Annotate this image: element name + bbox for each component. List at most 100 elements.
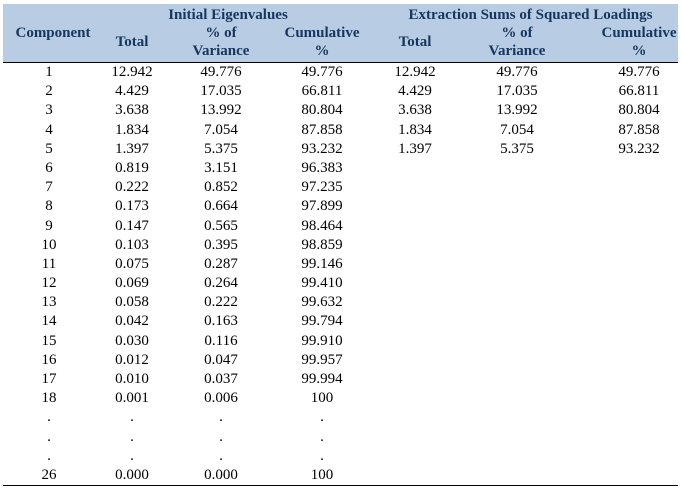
table-cell: 49.776 (200, 64, 242, 80)
header-extraction-pct-line2: Variance (488, 43, 546, 59)
header-initial-total: Total (115, 34, 149, 50)
table-cell: 87.858 (301, 121, 343, 138)
table-row: 1 12.942 49.776 49.776 12.942 49.776 49.776 (3, 63, 678, 82)
table-cell: 7.054 (204, 121, 238, 138)
table-row: .... (3, 408, 678, 427)
table-cell: 99.957 (301, 351, 343, 368)
table-cell: 8 (45, 198, 53, 215)
header-initial-cum-line2: % (314, 43, 330, 59)
table-cell: 0.058 (115, 294, 149, 311)
table-cell: 3.638 (398, 102, 432, 119)
table-cell: 0.264 (204, 275, 238, 292)
eigenvalue-table: Component Initial Eigenvalues Total % of… (3, 4, 678, 487)
table-cell: 49.776 (618, 64, 660, 80)
table-cell: 0.664 (204, 198, 238, 215)
table-row: 12 0.069 0.264 99.410 (3, 274, 678, 293)
header-initial-pct-line2: Variance (192, 43, 250, 59)
table-cell: . (219, 447, 223, 464)
table-cell: 99.994 (301, 371, 343, 387)
table-cell: 99.146 (301, 255, 343, 272)
header-extraction-sums: Extraction Sums of Squared Loadings (408, 7, 653, 23)
table-body: 1 12.942 49.776 49.776 12.942 49.776 49.776 2 4.… (3, 63, 678, 485)
table-row: 15 0.030 0.116 99.910 (3, 332, 678, 351)
table-cell: 99.910 (301, 332, 343, 349)
table-row: 9 0.147 0.565 98.464 (3, 217, 678, 236)
table-cell: 1 (45, 64, 53, 80)
table-cell: 0.042 (115, 313, 149, 330)
table-cell: 49.776 (496, 64, 538, 80)
table-row: 13 0.058 0.222 99.632 (3, 293, 678, 312)
table-row: 11 0.075 0.287 99.146 (3, 255, 678, 274)
table-cell: 12.942 (394, 64, 436, 80)
table-bottom-rule (3, 485, 678, 487)
table-cell: . (47, 428, 51, 445)
table-cell: 7 (45, 179, 53, 196)
table-row: .... (3, 447, 678, 466)
table-cell: 5 (45, 140, 53, 157)
table-cell: 66.811 (618, 83, 660, 100)
table-cell: 97.899 (301, 198, 343, 215)
table-cell: 9 (45, 217, 53, 234)
table-cell: 13 (41, 294, 57, 311)
table-cell: 0.000 (204, 466, 238, 483)
table-cell: . (320, 409, 324, 426)
header-component: Component (15, 25, 91, 41)
table-cell: 6 (45, 159, 53, 176)
table-cell: 18 (41, 390, 57, 407)
table-cell: 4.429 (398, 83, 432, 100)
table-cell: 17 (41, 371, 57, 387)
table-cell: 97.235 (301, 179, 343, 196)
table-cell: 0.000 (115, 466, 149, 483)
table-row: 5 1.397 5.375 93.232 1.397 5.375 93.232 (3, 140, 678, 159)
header-extraction-cum-line2: % (631, 43, 647, 59)
table-cell: 0.287 (204, 255, 238, 272)
table-cell: 80.804 (618, 102, 660, 119)
table-row: 7 0.222 0.852 97.235 (3, 178, 678, 197)
table-cell: 12 (41, 275, 57, 292)
table-cell: 1.397 (398, 140, 432, 157)
table-row: 2 4.429 17.035 66.811 4.429 17.035 66.811 (3, 82, 678, 101)
table-cell: 13.992 (496, 102, 538, 119)
table-cell: . (320, 428, 324, 445)
header-extraction-pct-line1: % of (501, 25, 533, 41)
table-cell: 100 (310, 466, 334, 483)
table-row: 8 0.173 0.664 97.899 (3, 197, 678, 216)
table-cell: 100 (310, 390, 334, 407)
table-cell: 17.035 (496, 83, 538, 100)
table-row: 17 0.010 0.037 99.994 (3, 370, 678, 389)
table-cell: 17.035 (200, 83, 242, 100)
table-cell: 0.069 (115, 275, 149, 292)
table-cell: 0.173 (115, 198, 149, 215)
table-cell: 0.075 (115, 255, 149, 272)
table-cell: 49.776 (301, 64, 343, 80)
table-cell: 66.811 (301, 83, 343, 100)
table-cell: 11 (41, 255, 57, 272)
table-cell: . (219, 428, 223, 445)
table-cell: 4 (45, 121, 53, 138)
table-cell: 26 (41, 466, 57, 483)
table-cell: 15 (41, 332, 57, 349)
header-extraction-total: Total (398, 34, 432, 50)
table-cell: 0.037 (204, 371, 238, 387)
table-cell: 5.375 (500, 140, 534, 157)
header-initial-pct-line1: % of (205, 25, 237, 41)
table-header: Component Initial Eigenvalues Total % of… (3, 4, 678, 63)
table-cell: 0.001 (115, 390, 149, 407)
table-cell: 0.116 (204, 332, 238, 349)
table-cell: 96.383 (301, 159, 343, 176)
table-cell: 99.632 (301, 294, 343, 311)
table-row: 26 0.000 0.000 100 (3, 466, 678, 485)
table-cell: . (47, 409, 51, 426)
table-cell: 0.010 (115, 371, 149, 387)
table-cell: 0.030 (115, 332, 149, 349)
table-cell: . (47, 447, 51, 464)
table-cell: 99.794 (301, 313, 343, 330)
table-cell: 80.804 (301, 102, 343, 119)
table-cell: 3.638 (115, 102, 149, 119)
table-cell: 0.163 (204, 313, 238, 330)
table-cell: 0.012 (115, 351, 149, 368)
table-cell: 93.232 (618, 140, 660, 157)
table-cell: 87.858 (618, 121, 660, 138)
table-cell: 0.395 (204, 236, 238, 253)
header-initial-eigenvalues: Initial Eigenvalues (168, 7, 288, 23)
